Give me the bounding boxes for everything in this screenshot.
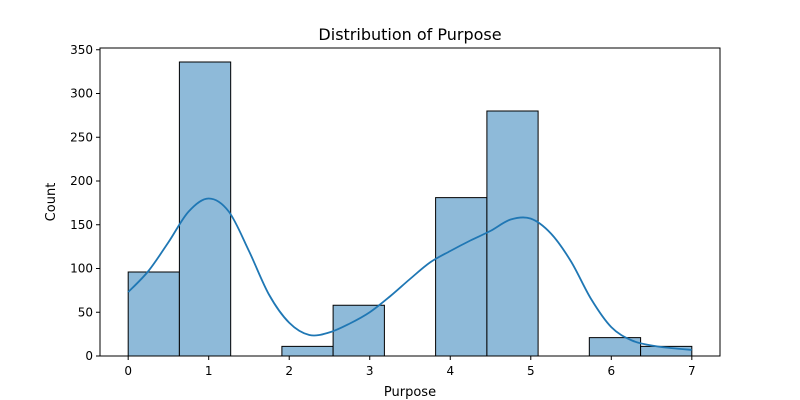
x-tick-label: 4	[446, 364, 454, 378]
x-tick-label: 6	[607, 364, 615, 378]
y-tick-label: 100	[70, 262, 93, 276]
y-tick-label: 300	[70, 87, 93, 101]
histogram-bar-0	[127, 271, 180, 357]
y-axis: 0 50 100 150 200 250 300 350	[70, 43, 100, 363]
bar-group	[127, 61, 693, 357]
x-tick-label: 3	[366, 364, 374, 378]
y-tick-label: 250	[70, 130, 93, 144]
x-axis: 0 1 2 3 4 5 6 7	[124, 356, 696, 378]
kde-layer	[127, 197, 692, 351]
y-tick-label: 200	[70, 174, 93, 188]
x-axis-label: Purpose	[384, 385, 436, 400]
histogram-bar-2	[281, 345, 334, 357]
histogram-bar-5	[486, 110, 539, 357]
histogram-bar-1	[178, 61, 232, 357]
chart-title: Distribution of Purpose	[318, 25, 501, 44]
x-tick-label: 5	[527, 364, 535, 378]
x-tick-label: 0	[124, 364, 132, 378]
y-tick-label: 50	[78, 305, 93, 319]
y-tick-label: 0	[85, 349, 93, 363]
kde-line	[127, 197, 692, 351]
plot-frame	[99, 47, 721, 357]
x-tick-label: 1	[205, 364, 213, 378]
histogram-bar-4	[435, 197, 488, 357]
y-tick-label: 150	[70, 218, 93, 232]
x-tick-label: 7	[688, 364, 696, 378]
y-axis-label: Count	[44, 183, 59, 222]
y-tick-label: 350	[70, 43, 93, 57]
histogram-bar-3	[332, 304, 385, 357]
x-tick-label: 2	[285, 364, 293, 378]
